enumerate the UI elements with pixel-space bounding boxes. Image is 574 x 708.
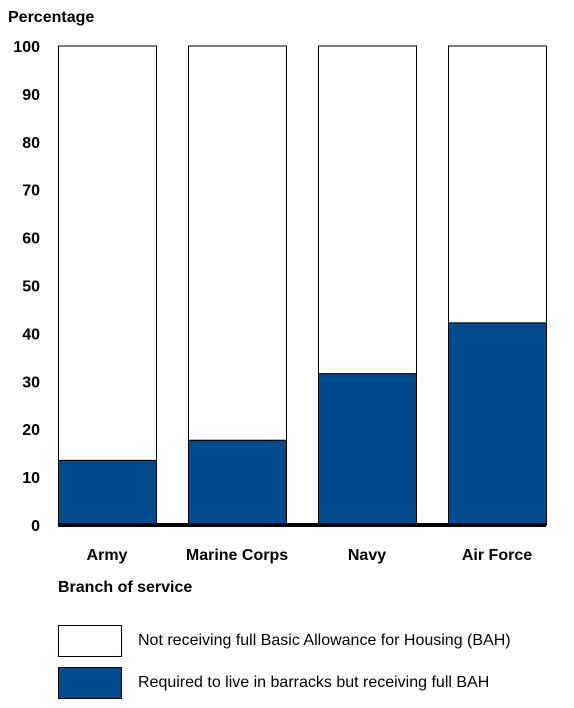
bar-segment	[448, 322, 547, 526]
y-tick-label: 10	[22, 470, 40, 487]
y-tick-label: 100	[13, 39, 40, 56]
x-axis-ticks: Army Marine Corps Navy Air Force	[87, 547, 533, 564]
x-tick-label: Marine Corps	[186, 547, 288, 564]
x-axis-label: Branch of service	[58, 579, 192, 596]
bar-segment	[188, 439, 287, 526]
stacked-bar-chart: Percentage 0 10 20 30 40 50 60 70 80 90 100 Army Ma…	[8, 9, 547, 596]
y-tick-label: 0	[31, 518, 40, 535]
legend: Not receiving full Basic Allowance for H…	[58, 624, 511, 708]
bar-segment	[188, 45, 287, 441]
bar-segment	[58, 459, 157, 526]
y-axis-label: Percentage	[8, 9, 94, 26]
bar-segment	[58, 45, 157, 461]
legend-label: Not receiving full Basic Allowance for H…	[138, 632, 511, 649]
y-tick-label: 80	[22, 135, 40, 152]
y-tick-label: 70	[22, 183, 40, 200]
legend-item-barracks-full-bah: Required to live in barracks but receivi…	[58, 666, 511, 700]
x-tick-label: Army	[87, 547, 128, 564]
y-tick-label: 90	[22, 87, 40, 104]
x-tick-label: Air Force	[462, 547, 532, 564]
legend-label: Required to live in barracks but receivi…	[138, 674, 490, 691]
legend-swatch-white	[58, 625, 122, 657]
y-tick-label: 60	[22, 231, 40, 248]
bar-segment	[318, 45, 417, 375]
legend-swatch-blue	[58, 667, 122, 699]
y-tick-label: 40	[22, 326, 40, 343]
bar-segment	[448, 45, 547, 324]
bars	[58, 45, 547, 526]
y-tick-label: 50	[22, 279, 40, 296]
y-tick-label: 30	[22, 374, 40, 391]
x-tick-label: Navy	[348, 547, 386, 564]
y-tick-label: 20	[22, 422, 40, 439]
y-axis-ticks: 0 10 20 30 40 50 60 70 80 90 100	[13, 39, 40, 535]
x-axis-baseline	[58, 523, 546, 527]
legend-item-not-receiving-bah: Not receiving full Basic Allowance for H…	[58, 624, 511, 658]
bar-segment	[318, 373, 417, 526]
